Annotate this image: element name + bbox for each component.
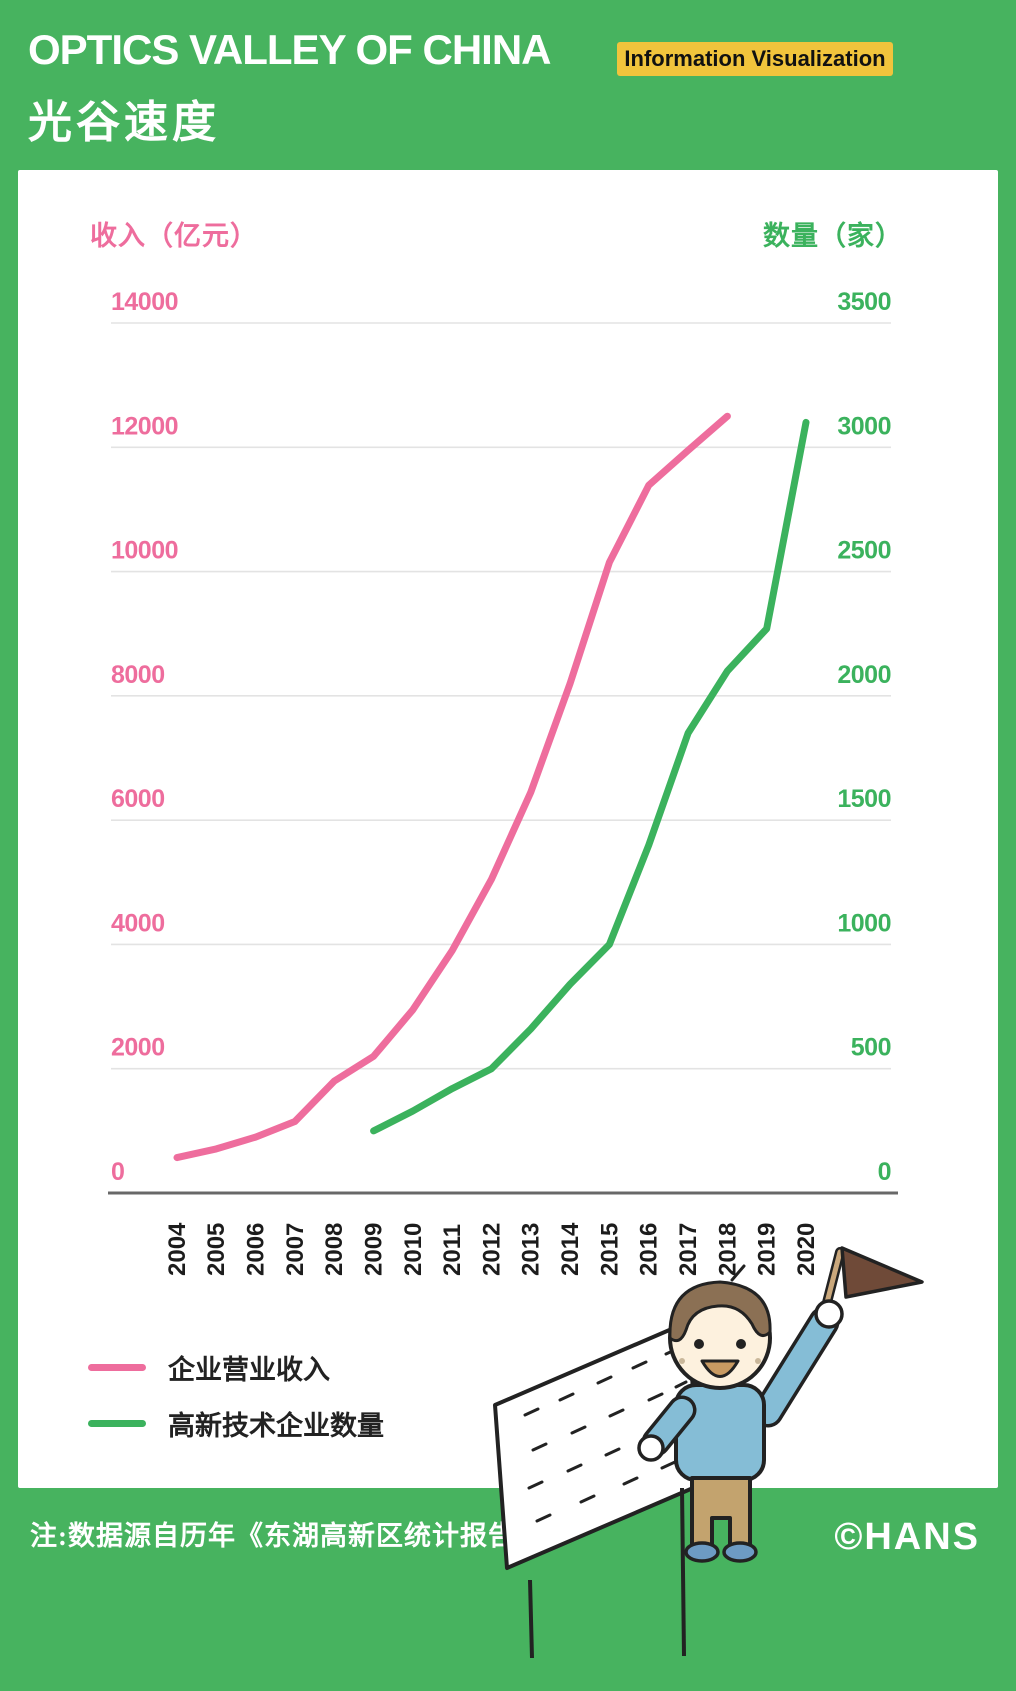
legend: 企业营业收入 高新技术企业数量: [88, 1352, 384, 1464]
hightech-line-swatch: [88, 1419, 146, 1427]
left-tick-label: 8000: [111, 661, 165, 689]
year-label: 2007: [282, 1223, 309, 1276]
year-label: 2015: [596, 1223, 623, 1276]
flag-icon: [840, 1246, 924, 1299]
year-label: 2009: [360, 1223, 387, 1276]
year-label: 2010: [400, 1223, 427, 1276]
right-tick-label: 500: [851, 1034, 891, 1062]
year-label: 2013: [518, 1223, 545, 1276]
year-label: 2016: [636, 1223, 663, 1276]
right-tick-label: 3000: [837, 412, 891, 440]
right-tick-label: 1500: [837, 785, 891, 813]
legend-item-hightech: 高新技术企业数量: [88, 1408, 384, 1441]
revenue-line-swatch: [88, 1363, 146, 1371]
year-label: 2020: [793, 1223, 820, 1276]
year-label: 2012: [478, 1223, 505, 1276]
right-tick-label: 3500: [837, 288, 891, 316]
legend-label-revenue: 企业营业收入: [168, 1354, 330, 1385]
dual-axis-line-chart: 0 0 2000 500 4000 1000 6000 1500 8000 2000 10000 25…: [108, 288, 898, 1276]
year-label: 2019: [754, 1223, 781, 1276]
year-label: 2018: [714, 1223, 741, 1276]
boy-illustration: [637, 1246, 924, 1563]
left-tick-label: 0: [111, 1158, 124, 1186]
series-line-hightech: [370, 418, 810, 1135]
right-tick-label: 2500: [837, 537, 891, 565]
title-english: OPTICS VALLEY OF CHINA: [28, 26, 551, 73]
left-tick-label: 4000: [111, 909, 165, 937]
category-badge: Information Visualization: [617, 42, 893, 76]
right-axis-title: 数量（家）: [763, 221, 903, 251]
header: OPTICS VALLEY OF CHINA 光谷速度 Information …: [0, 0, 1016, 170]
right-tick-label: 0: [878, 1158, 891, 1186]
year-label: 2014: [557, 1222, 584, 1276]
left-tick-label: 2000: [111, 1034, 165, 1062]
legend-item-revenue: 企业营业收入: [88, 1352, 384, 1385]
left-tick-label: 10000: [111, 537, 178, 565]
brand-logo: ©HANS: [834, 1516, 980, 1558]
year-label: 2008: [321, 1223, 348, 1276]
year-label: 2011: [439, 1224, 466, 1276]
left-axis-title: 收入（亿元）: [90, 221, 258, 251]
title-chinese: 光谷速度: [28, 98, 220, 147]
source-note: 注:数据源自历年《东湖高新区统计报告》: [30, 1521, 544, 1551]
left-tick-label: 12000: [111, 412, 178, 440]
chart-card: 收入（亿元） 数量（家） 0 0 2000 500 4000 1000 6000 1500 80…: [18, 170, 998, 1488]
boy-with-flag-and-whiteboard-illustration: [493, 1246, 924, 1659]
legend-label-hightech: 高新技术企业数量: [168, 1410, 384, 1441]
left-tick-label: 6000: [111, 785, 165, 813]
year-label: 2004: [164, 1222, 191, 1276]
right-tick-label: 2000: [837, 661, 891, 689]
left-tick-label: 14000: [111, 288, 178, 316]
series-line-revenue: [173, 412, 731, 1162]
year-label: 2006: [243, 1223, 270, 1276]
right-tick-label: 1000: [837, 909, 891, 937]
whiteboard-illustration: [493, 1320, 702, 1659]
year-label: 2017: [675, 1223, 702, 1276]
year-label: 2005: [203, 1223, 230, 1276]
